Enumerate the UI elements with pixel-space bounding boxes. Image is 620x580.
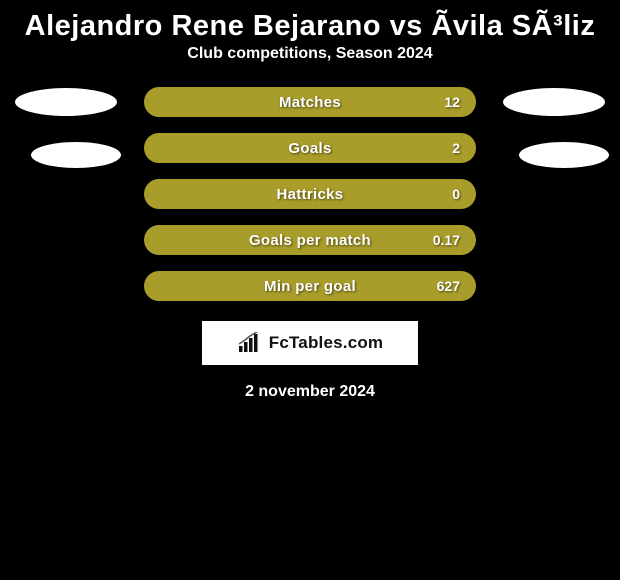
page-subtitle: Club competitions, Season 2024 [0,45,620,87]
stat-bar-label: Goals [288,140,331,157]
silhouette-ellipse [31,142,121,168]
stat-bar-value: 12 [444,94,460,110]
brand-box[interactable]: FcTables.com [202,321,418,365]
stat-bar: Matches 12 [144,87,476,117]
stat-bar-label: Goals per match [249,232,371,249]
stat-bar-label: Hattricks [277,186,344,203]
silhouette-ellipse [519,142,609,168]
silhouette-ellipse [15,88,117,116]
stat-bar: Hattricks 0 [144,179,476,209]
stat-bar-value: 627 [437,278,460,294]
stat-bar-value: 0 [452,186,460,202]
left-player-silhouette [6,87,136,297]
stat-bar-value: 2 [452,140,460,156]
snapshot-date: 2 november 2024 [0,365,620,401]
stat-bar: Min per goal 627 [144,271,476,301]
brand-label: FcTables.com [269,333,384,353]
silhouette-ellipse [503,88,605,116]
stat-bar: Goals per match 0.17 [144,225,476,255]
stat-bar: Goals 2 [144,133,476,163]
stat-bar-value: 0.17 [433,232,460,248]
comparison-grid: Matches 12 Goals 2 Hattricks 0 Goals per match… [0,87,620,301]
stat-bar-label: Min per goal [264,278,356,295]
stat-bar-label: Matches [279,94,341,111]
stat-bars: Matches 12 Goals 2 Hattricks 0 Goals per match… [144,87,476,301]
page-title: Alejandro Rene Bejarano vs Ãvila SÃ³liz [0,0,620,45]
right-player-silhouette [484,87,614,297]
bar-chart-icon [237,332,263,354]
